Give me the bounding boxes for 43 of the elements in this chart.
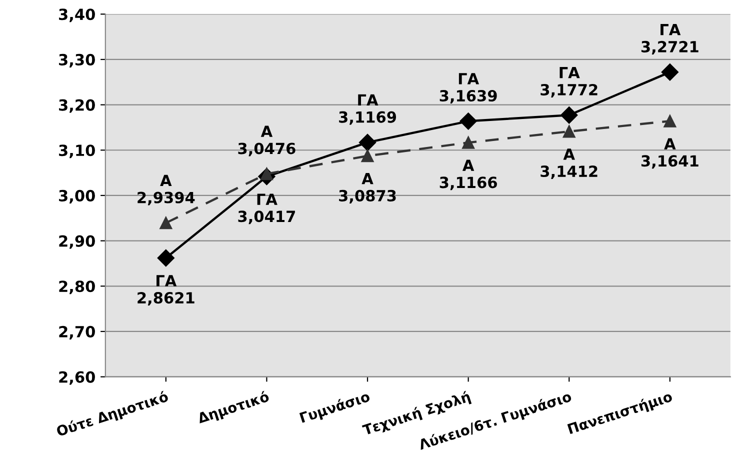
series-label: Α: [362, 173, 374, 184]
point: [462, 136, 475, 149]
text: ΓΑ: [458, 73, 480, 84]
point: [562, 125, 576, 138]
text: ΓΑ: [660, 24, 681, 36]
point: [361, 150, 374, 162]
data-label: 3,1412: [540, 166, 598, 180]
text: ΓΑ: [560, 67, 580, 78]
y-tick-label: 2,70: [59, 326, 95, 340]
point: [157, 249, 174, 267]
text: Α: [160, 174, 172, 186]
data-label: 3,0873: [339, 190, 396, 204]
data-label: 3,1772: [540, 84, 598, 98]
y-tick-label: 3,10: [59, 144, 95, 158]
series-label: ΓΑ: [257, 194, 278, 205]
data-label: 3,0476: [238, 142, 296, 156]
text: ΓΑ: [358, 94, 378, 106]
y-tick-label: 3,00: [59, 190, 95, 204]
point: [460, 112, 477, 130]
data-label: 3,1639: [440, 90, 497, 104]
y-tick-label: 2,90: [59, 235, 95, 249]
data-label: 3,1169: [339, 111, 396, 125]
text: ΓΑ: [156, 275, 177, 286]
text: Α: [563, 148, 575, 160]
text: Α: [462, 160, 474, 171]
data-label: 3,1166: [440, 176, 497, 190]
point: [160, 216, 172, 230]
data-label: 3,0417: [238, 210, 295, 224]
point: [661, 64, 678, 81]
point: [560, 106, 578, 124]
y-tick-label: 3,30: [59, 54, 95, 68]
y-tick-label: 2,80: [59, 280, 95, 294]
y-tick-label: 2,60: [59, 371, 95, 385]
point: [664, 114, 676, 128]
data-label: 2,9394: [138, 192, 195, 206]
text: Α: [260, 126, 273, 137]
data-label: 3,2721: [641, 40, 698, 54]
point: [358, 134, 376, 152]
y-tick-label: 3,20: [59, 99, 95, 113]
text: Α: [664, 138, 676, 150]
data-label: 3,1641: [641, 155, 698, 169]
data-label: 2,8621: [138, 292, 194, 306]
y-tick-label: 3,40: [59, 8, 95, 22]
